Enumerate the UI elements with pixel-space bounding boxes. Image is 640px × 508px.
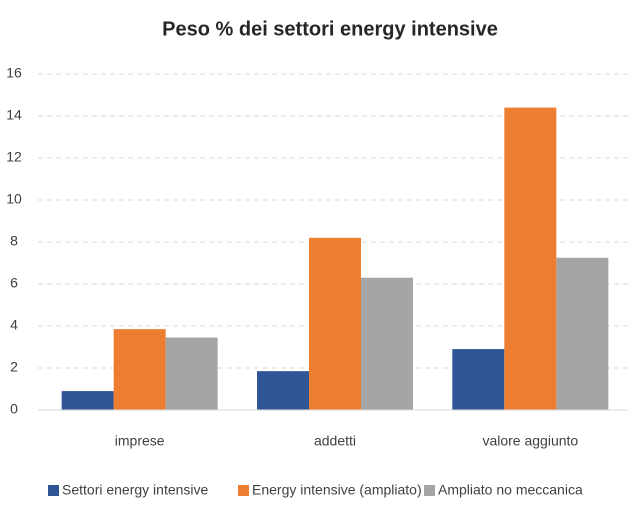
legend-swatch [48,485,59,496]
x-tick-label: valore aggiunto [482,433,578,449]
legend-swatch [238,485,249,496]
bar [452,349,505,410]
bar [309,237,361,410]
bar [361,277,413,410]
legend-label: Settori energy intensive [62,482,209,498]
bar [257,371,309,410]
bar [504,107,557,410]
legend-label: Ampliato no meccanica [438,482,583,498]
x-tick-label: addetti [314,433,356,449]
y-tick-label: 8 [10,233,18,249]
y-tick-label: 6 [10,275,18,291]
bar [61,391,114,410]
y-tick-label: 4 [10,317,18,333]
bar [556,257,609,410]
chart-title: Peso % dei settori energy intensive [162,18,498,40]
bar [165,337,218,410]
y-tick-label: 10 [6,191,22,207]
legend-swatch [424,485,435,496]
y-tick-label: 12 [6,149,22,165]
y-tick-label: 0 [10,401,18,417]
bar [113,329,166,410]
x-tick-label: imprese [115,433,165,449]
legend-label: Energy intensive (ampliato) [252,482,422,498]
y-tick-label: 16 [6,65,22,81]
y-tick-label: 14 [6,107,22,123]
y-tick-label: 2 [10,359,18,375]
